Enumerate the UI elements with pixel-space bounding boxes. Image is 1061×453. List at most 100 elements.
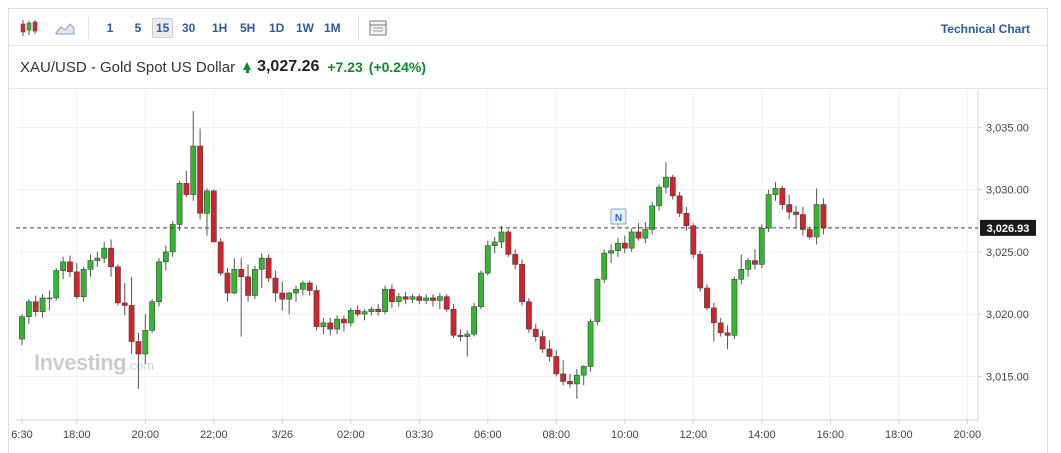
- candle-down: [457, 335, 464, 337]
- candle-up: [423, 297, 430, 301]
- candle-down: [197, 145, 203, 214]
- x-tick-label: 20:00: [132, 429, 160, 441]
- candle-down: [710, 307, 717, 324]
- candle-up: [656, 186, 662, 207]
- interval-1m-button[interactable]: 1M: [324, 21, 341, 35]
- candle-down: [115, 266, 121, 304]
- candlestick-icon[interactable]: [18, 19, 40, 37]
- candle-down: [793, 211, 799, 215]
- layout-icon[interactable]: [367, 19, 389, 37]
- candle-up: [601, 252, 608, 280]
- candle-down: [265, 257, 272, 279]
- candle-up: [738, 269, 745, 280]
- candle-up: [491, 241, 498, 246]
- interval-1h-button[interactable]: 1H: [212, 21, 228, 35]
- candle-up: [772, 188, 779, 195]
- candle-down: [704, 287, 710, 309]
- interval-1-button[interactable]: 1: [106, 21, 114, 35]
- x-tick-label: 20:00: [954, 429, 982, 441]
- interval-1d-button[interactable]: 1D: [269, 21, 285, 35]
- current-price-label: 3,026.93: [987, 223, 1030, 235]
- candle-up: [608, 250, 614, 254]
- candle-down: [539, 336, 546, 350]
- candle-up: [464, 333, 471, 337]
- candle-up: [478, 272, 484, 307]
- candle-down: [717, 322, 724, 334]
- instrument-name: XAU/USD - Gold Spot US Dollar: [20, 58, 236, 76]
- chart-toolbar: 1 5 15 30 1H 5H 1D 1W 1M Technical Chart: [8, 8, 1048, 46]
- area-chart-icon[interactable]: [54, 19, 76, 37]
- candle-up: [169, 224, 176, 253]
- x-tick-label: 6:30: [11, 429, 32, 441]
- candle-up: [60, 261, 66, 271]
- candle-down: [272, 277, 279, 294]
- y-tick-label: 3,035.00: [986, 122, 1029, 134]
- x-tick-label: 16:00: [817, 429, 845, 441]
- candle-up: [334, 318, 340, 330]
- candle-up: [204, 190, 210, 214]
- candle-up: [642, 229, 649, 239]
- price-change: +7.23: [327, 59, 363, 75]
- candle-up: [25, 301, 32, 317]
- candle-up: [615, 242, 621, 251]
- candle-up: [587, 321, 594, 367]
- candle-down: [519, 264, 525, 302]
- candle-down: [532, 328, 539, 337]
- candle-down: [73, 271, 80, 298]
- x-tick-label: 14:00: [748, 429, 776, 441]
- candle-up: [813, 204, 820, 238]
- candle-up: [649, 205, 656, 230]
- candle-down: [416, 296, 423, 301]
- candle-up: [87, 260, 94, 270]
- y-tick-label: 3,025.00: [986, 247, 1029, 259]
- candle-down: [724, 332, 731, 336]
- candle-up: [765, 194, 772, 229]
- candle-down: [279, 292, 286, 300]
- candle-down: [388, 288, 395, 302]
- header-divider: [8, 88, 1048, 89]
- toolbar-divider: [88, 17, 89, 39]
- candle-up: [286, 292, 293, 300]
- candle-down: [183, 183, 190, 195]
- candle-down: [245, 276, 251, 296]
- price-change-percent: (+0.24%): [368, 59, 426, 75]
- x-tick-label: 12:00: [680, 429, 708, 441]
- candle-down: [450, 308, 457, 336]
- candle-up: [409, 296, 416, 300]
- candle-up: [382, 288, 388, 312]
- candle-up: [293, 288, 299, 294]
- candle-up: [162, 251, 169, 263]
- candle-down: [546, 348, 553, 357]
- x-tick-label: 08:00: [543, 429, 571, 441]
- technical-chart-link[interactable]: Technical Chart: [940, 22, 1030, 36]
- candle-up: [361, 311, 368, 315]
- candle-up: [347, 310, 354, 324]
- interval-1w-button[interactable]: 1W: [296, 21, 314, 35]
- watermark-suffix: .com: [126, 358, 155, 373]
- candle-up: [395, 296, 402, 302]
- candle-up: [662, 176, 669, 188]
- candle-down: [135, 341, 142, 355]
- interval-5h-button[interactable]: 5H: [240, 21, 256, 35]
- candle-up: [142, 330, 149, 355]
- watermark-logo: Investing.com: [34, 350, 154, 376]
- candle-up: [252, 269, 258, 296]
- candle-down: [512, 254, 519, 265]
- candle-down: [525, 301, 532, 330]
- candle-up: [46, 297, 53, 300]
- x-tick-label: 02:00: [337, 429, 365, 441]
- candle-down: [238, 269, 245, 278]
- candle-down: [375, 308, 382, 312]
- candle-down: [354, 310, 361, 315]
- candle-up: [39, 297, 46, 312]
- interval-30-button[interactable]: 30: [182, 21, 196, 35]
- interval-5-button[interactable]: 5: [134, 21, 142, 35]
- candle-down: [820, 204, 827, 229]
- candle-down: [306, 282, 313, 291]
- news-marker-label: N: [615, 213, 622, 224]
- interval-15-button[interactable]: 15: [152, 18, 174, 38]
- last-price: 3,027.26: [257, 58, 320, 75]
- candle-up: [580, 366, 587, 376]
- candle-down: [635, 231, 642, 239]
